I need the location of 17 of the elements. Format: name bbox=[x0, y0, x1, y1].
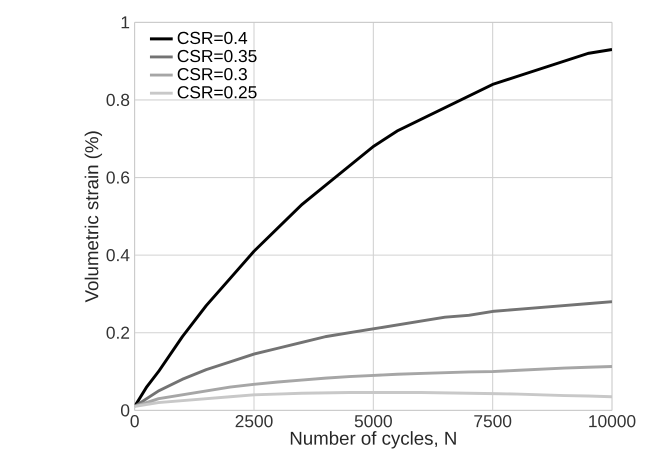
y-axis-title: Volumetric strain (%) bbox=[84, 131, 102, 302]
y-tick-label: 0 bbox=[120, 404, 130, 416]
legend-label: CSR=0.25 bbox=[178, 86, 257, 98]
y-tick-label: 1 bbox=[122, 16, 130, 28]
y-tick-label: 0.8 bbox=[106, 94, 130, 106]
y-tick-label: 0.6 bbox=[106, 171, 130, 184]
x-tick-label: 7500 bbox=[474, 415, 512, 428]
y-tick-label: 0.4 bbox=[106, 248, 130, 262]
x-axis-title: Number of cycles, N bbox=[290, 431, 456, 449]
y-tick-label: 0.2 bbox=[106, 326, 130, 339]
legend-label: CSR=0.35 bbox=[178, 50, 257, 62]
legend-label: CSR=0.3 bbox=[178, 68, 247, 80]
x-tick-label: 0 bbox=[130, 415, 139, 428]
legend-label: CSR=0.4 bbox=[178, 32, 248, 44]
x-tick-label: 5000 bbox=[354, 415, 392, 428]
x-tick-label: 10000 bbox=[589, 415, 636, 428]
x-tick-label: 2500 bbox=[236, 415, 273, 428]
